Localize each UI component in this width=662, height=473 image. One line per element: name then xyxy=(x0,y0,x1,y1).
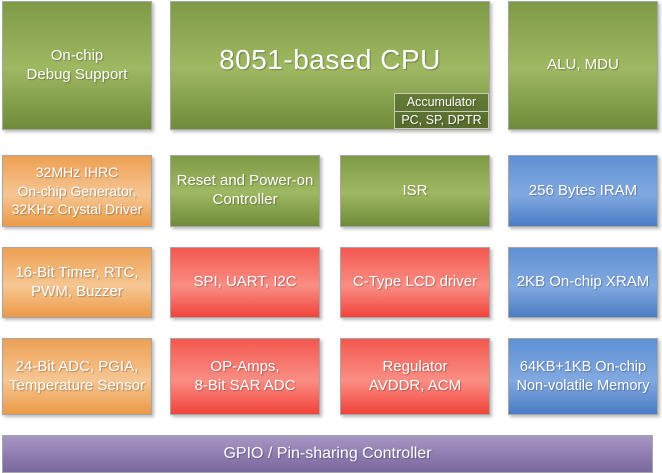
block-non-volatile-memory: 64KB+1KB On-chip Non-volatile Memory xyxy=(508,338,658,415)
block-isr: ISR xyxy=(340,155,490,227)
block-reset-power-on-controller: Reset and Power-on Controller xyxy=(170,155,320,227)
cpu-label: 8051-based CPU xyxy=(219,44,441,75)
cpu-accumulator-subblock: Accumulator PC, SP, DPTR xyxy=(394,93,489,129)
block-clock-generator: 32MHz IHRC On-chip Generator, 32KHz Crys… xyxy=(2,155,152,227)
block-xram: 2KB On-chip XRAM xyxy=(508,247,658,318)
block-lcd-driver: C-Type LCD driver xyxy=(340,247,490,318)
block-regulator-avddr-acm: Regulator AVDDR, ACM xyxy=(340,338,490,415)
block-on-chip-debug-support: On-chip Debug Support xyxy=(2,1,152,130)
block-spi-uart-i2c: SPI, UART, I2C xyxy=(170,247,320,318)
block-iram: 256 Bytes IRAM xyxy=(508,155,658,227)
block-opamps-sar-adc: OP-Amps, 8-Bit SAR ADC xyxy=(170,338,320,415)
accumulator-label: Accumulator xyxy=(406,95,477,109)
block-timer-rtc-pwm-buzzer: 16-Bit Timer, RTC, PWM, Buzzer xyxy=(2,247,152,318)
block-adc-pgia-temp-sensor: 24-Bit ADC, PGIA, Temperature Sensor xyxy=(2,338,152,415)
pc-sp-dptr-label: PC, SP, DPTR xyxy=(395,110,488,129)
block-alu-mdu: ALU, MDU xyxy=(508,1,658,130)
block-gpio-pin-sharing-controller: GPIO / Pin-sharing Controller xyxy=(2,435,653,473)
block-8051-cpu: 8051-based CPU Accumulator PC, SP, DPTR xyxy=(170,1,490,130)
